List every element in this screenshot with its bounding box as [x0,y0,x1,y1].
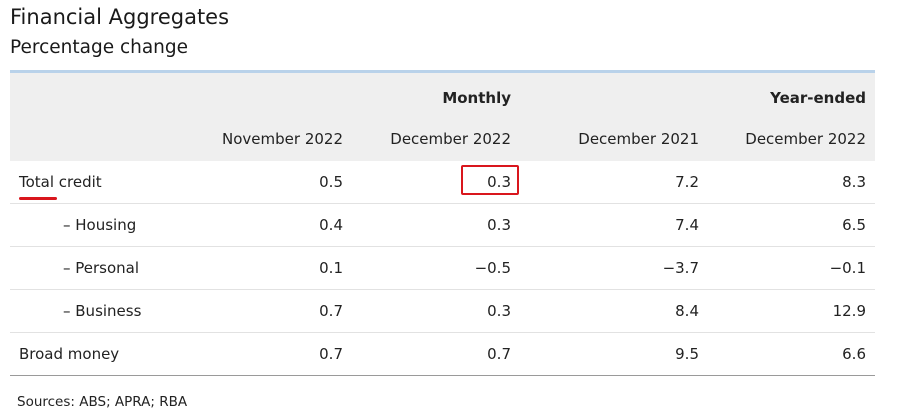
table-cell: 0.3 [487,173,511,191]
table-cell: 9.5 [675,345,699,363]
table-row: – Personal 0.1 −0.5 −3.7 −0.1 [10,247,875,290]
source-note: Sources: ABS; APRA; RBA [17,394,188,410]
financial-aggregates-table: Monthly Year-ended November 2022 Decembe… [10,70,875,376]
red-underline-annotation [19,197,57,200]
table-cell: 0.7 [319,345,343,363]
table-cell: −0.1 [829,259,866,277]
page-title: Financial Aggregates [10,5,230,29]
row-label: Total credit [19,173,102,191]
table-cell: −0.5 [474,259,511,277]
page-subtitle: Percentage change [10,37,189,58]
row-label: – Housing [63,216,137,234]
table-row: Total credit 0.5 0.3 7.2 8.3 [10,161,875,204]
table-cell: 0.4 [319,216,343,234]
table-cell: 0.3 [487,216,511,234]
table-cell: 6.6 [842,345,866,363]
table-row: Broad money 0.7 0.7 9.5 6.6 [10,333,875,376]
row-label: – Business [63,302,142,320]
table-cell: 7.2 [675,173,699,191]
table-row: – Business 0.7 0.3 8.4 12.9 [10,290,875,333]
group-header-year-ended: Year-ended [770,89,866,107]
table-cell: 7.4 [675,216,699,234]
row-label: – Personal [63,259,140,277]
table-header: Monthly Year-ended November 2022 Decembe… [10,73,875,161]
column-header: December 2022 [745,130,866,148]
group-header-monthly: Monthly [442,89,511,107]
table-top-rule [10,70,875,73]
table-row: – Housing 0.4 0.3 7.4 6.5 [10,204,875,247]
table-cell: 8.3 [842,173,866,191]
table-cell: 0.3 [487,302,511,320]
column-header: December 2022 [390,130,511,148]
table-cell: 0.5 [319,173,343,191]
table-cell: 12.9 [832,302,866,320]
table-cell: −3.7 [662,259,699,277]
column-header: December 2021 [578,130,699,148]
table-cell: 0.7 [487,345,511,363]
table-cell: 0.1 [319,259,343,277]
table-cell: 8.4 [675,302,699,320]
table-cell: 6.5 [842,216,866,234]
table-cell: 0.7 [319,302,343,320]
row-label: Broad money [19,345,120,363]
column-header: November 2022 [222,130,343,148]
red-highlight-box-annotation [461,165,519,195]
